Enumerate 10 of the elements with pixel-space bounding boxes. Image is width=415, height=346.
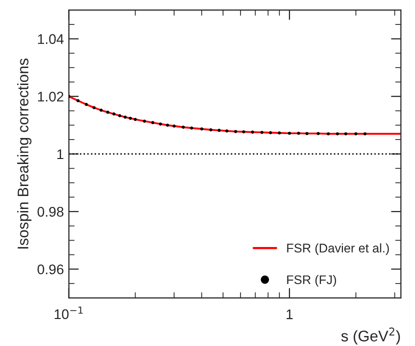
x-axis-title: s (GeV$^{2}$) bbox=[341, 328, 400, 344]
y-tick-label: 1.04 bbox=[38, 34, 64, 44]
y-tick-label: 0.96 bbox=[38, 264, 64, 274]
y-tick-label: 0.98 bbox=[38, 206, 64, 217]
legend-label: FSR (Davier et al.) bbox=[287, 243, 389, 255]
y-tick-label: 1 bbox=[57, 149, 64, 160]
x-tick-label: 10$^{−1}$ bbox=[54, 306, 83, 320]
y-axis-title: Isospin Breaking corrections bbox=[17, 58, 32, 249]
y-tick-label: 1.02 bbox=[38, 92, 64, 102]
legend-label: FSR (FJ) bbox=[287, 275, 336, 287]
